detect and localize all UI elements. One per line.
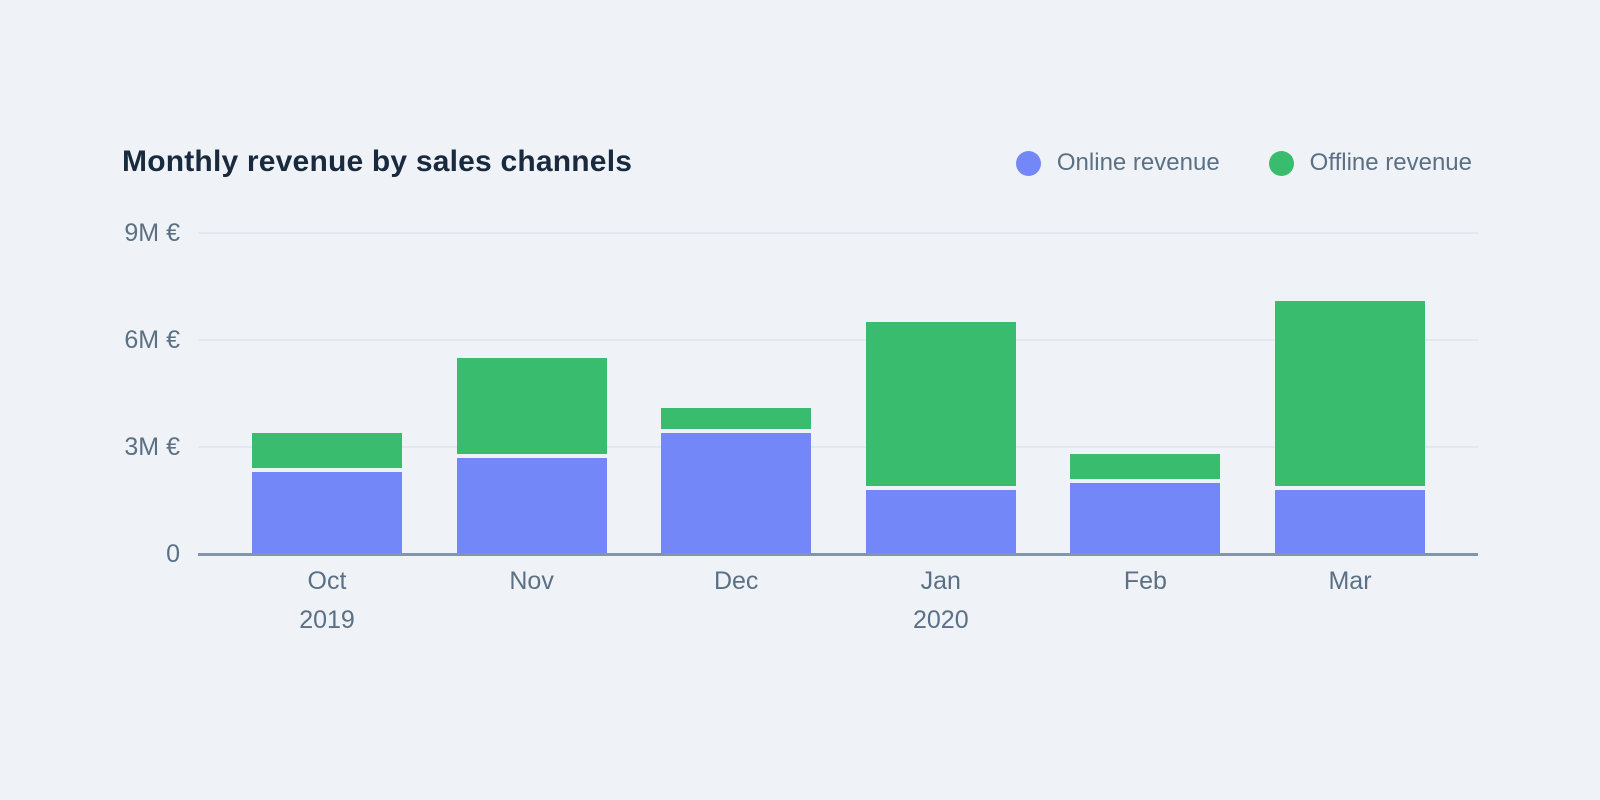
bar-segment-online-feb[interactable]	[1070, 482, 1221, 554]
bar-segment-offline-nov[interactable]	[456, 357, 607, 454]
y-tick-label-0m: 0	[166, 540, 180, 568]
bar-oct	[252, 233, 402, 554]
bar-segment-online-mar[interactable]	[1275, 489, 1425, 554]
x-tick-label-dec: Dec	[713, 567, 759, 595]
bar-segment-online-nov[interactable]	[456, 457, 607, 554]
gridline-3m	[198, 446, 1478, 448]
y-tick-label-3m: 3M €	[124, 433, 180, 461]
chart-legend: Online revenue Offline revenue	[1015, 149, 1472, 177]
year-label-2020: 2020	[912, 606, 969, 634]
bar-segment-offline-oct[interactable]	[252, 432, 402, 468]
chart-title: Monthly revenue by sales channels	[122, 145, 633, 178]
legend-label-online: Online revenue	[1056, 149, 1220, 176]
bar-segment-offline-dec[interactable]	[661, 407, 812, 429]
bar-segment-offline-jan[interactable]	[865, 322, 1016, 486]
bar-segment-offline-mar[interactable]	[1275, 300, 1425, 486]
legend-item-offline[interactable]: Offline revenue	[1268, 149, 1472, 177]
x-tick-label-mar: Mar	[1328, 567, 1372, 595]
legend-dot-online-icon	[1015, 150, 1041, 176]
bar-segment-online-jan[interactable]	[865, 489, 1016, 554]
plot-area	[198, 232, 1478, 556]
y-tick-label-9m: 9M €	[124, 219, 180, 247]
year-label-2019: 2019	[299, 606, 355, 634]
bar-feb	[1070, 233, 1221, 554]
bar-nov	[456, 233, 607, 554]
x-tick-label-oct: Oct	[307, 567, 347, 595]
bar-mar	[1275, 233, 1425, 554]
y-tick-label-6m: 6M €	[124, 326, 180, 354]
x-axis-line	[198, 553, 1478, 556]
bar-jan	[865, 233, 1016, 554]
bar-dec	[661, 233, 812, 554]
bar-segment-online-oct[interactable]	[252, 471, 402, 554]
x-tick-label-nov: Nov	[509, 567, 554, 595]
x-tick-label-jan: Jan	[920, 567, 961, 595]
x-tick-label-feb: Feb	[1123, 567, 1167, 595]
bar-segment-online-dec[interactable]	[661, 432, 812, 554]
legend-label-offline: Offline revenue	[1309, 149, 1472, 176]
gridline-6m	[198, 339, 1478, 341]
legend-dot-offline-icon	[1268, 150, 1294, 176]
bar-segment-offline-feb[interactable]	[1070, 454, 1221, 479]
gridline-9m	[198, 232, 1478, 234]
legend-item-online[interactable]: Online revenue	[1015, 149, 1220, 177]
